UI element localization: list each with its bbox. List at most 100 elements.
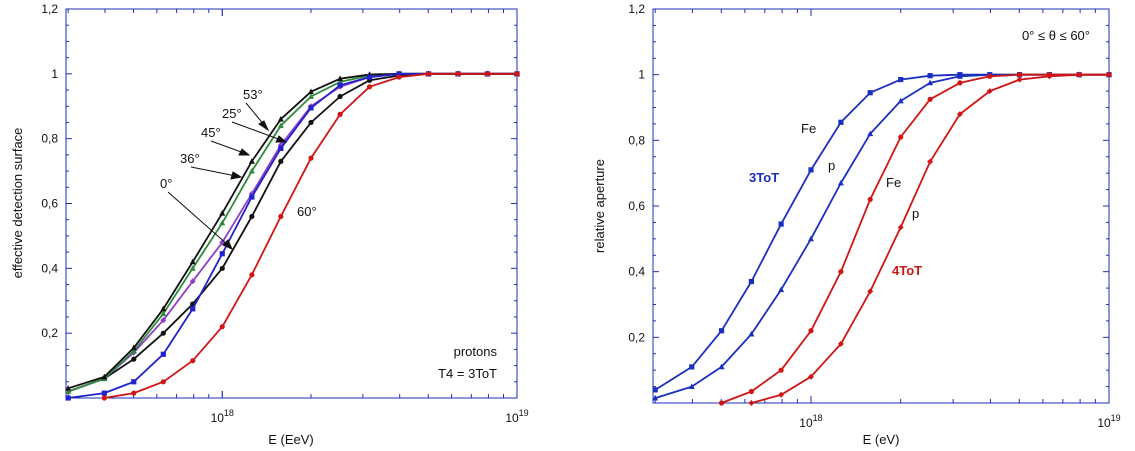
pointer-36 [190, 166, 237, 177]
series-label-4tot-p: p [912, 206, 919, 221]
data-point [219, 324, 225, 330]
data-point [807, 373, 814, 380]
data-point [308, 155, 314, 161]
data-point [718, 328, 725, 334]
series-label-36: 36° [180, 151, 200, 166]
x-tick-label: 1019 [505, 408, 528, 425]
data-point [652, 394, 659, 401]
pointer-45 [210, 140, 245, 154]
data-point [778, 391, 785, 398]
data-point [249, 194, 255, 200]
data-point [455, 71, 461, 77]
data-point [189, 265, 196, 271]
data-point [867, 90, 873, 96]
data-point [131, 356, 137, 362]
data-point [897, 97, 904, 104]
data-point [898, 76, 904, 83]
data-point [1016, 76, 1023, 83]
data-point [867, 196, 873, 203]
y-tick-label: 0,2 [41, 326, 58, 340]
data-point [219, 265, 225, 271]
data-point [1046, 73, 1053, 80]
arrowhead-icon [275, 135, 288, 143]
data-point [219, 210, 226, 216]
data-point [219, 251, 225, 257]
data-point [366, 74, 373, 80]
data-point [277, 116, 284, 122]
data-point [837, 179, 844, 186]
data-point [277, 122, 284, 129]
data-point [957, 80, 963, 86]
data-point [190, 358, 196, 364]
data-point [337, 111, 343, 117]
y-tick-label: 1,2 [41, 2, 58, 16]
data-point [748, 278, 755, 285]
data-point [219, 219, 226, 226]
data-point [337, 75, 344, 82]
data-point [278, 145, 284, 151]
data-point [249, 213, 255, 220]
data-point [307, 93, 314, 99]
data-point [101, 395, 107, 401]
series-label-60: 60° [297, 204, 317, 219]
data-point [160, 330, 166, 336]
data-point [307, 88, 314, 95]
data-point [718, 400, 725, 406]
data-point [652, 387, 658, 393]
data-point [248, 167, 255, 174]
data-point [101, 390, 107, 396]
y-axis-label: relative aperture [592, 159, 607, 253]
data-point [130, 344, 137, 351]
data-point [1106, 71, 1112, 78]
data-point [131, 390, 137, 396]
data-point [807, 235, 814, 242]
pointer-0 [167, 191, 229, 246]
data-point [160, 305, 167, 312]
data-point [101, 373, 108, 380]
data-point [514, 71, 520, 77]
series-label-53: 53° [243, 87, 263, 102]
plot-frame [65, 8, 518, 399]
data-point [189, 278, 196, 285]
data-point [778, 221, 784, 227]
series-label-4tot-fe: Fe [886, 175, 901, 190]
data-point [278, 158, 284, 164]
data-point [778, 286, 785, 293]
data-point [837, 340, 844, 347]
data-point [337, 82, 343, 88]
series-line-4tot-fe [721, 73, 1109, 404]
data-point [748, 400, 755, 406]
arrowhead-icon [258, 120, 270, 132]
series-line-3tot-p [654, 73, 1109, 399]
pointer-25 [231, 121, 282, 141]
series-line-25- [67, 72, 517, 390]
annotation-trigger: T4 = 3ToT [438, 366, 497, 381]
y-tick-label: 0,4 [628, 265, 645, 279]
data-point [688, 383, 695, 389]
series-line-45- [67, 72, 517, 393]
data-point [808, 328, 814, 334]
data-point [396, 74, 402, 80]
data-point [337, 93, 343, 100]
data-point [131, 379, 137, 385]
series-line-0- [67, 72, 517, 393]
data-point [718, 363, 725, 370]
data-point [927, 73, 933, 79]
data-point [308, 105, 314, 111]
x-axis-label: E (EeV) [268, 432, 314, 447]
y-axis-label: effective detection surface [10, 128, 25, 279]
data-point [160, 379, 166, 385]
y-tick-label: 0,4 [41, 261, 58, 275]
series-label-25: 25° [222, 106, 242, 121]
data-point [189, 258, 196, 265]
data-point [956, 111, 963, 118]
data-point [838, 119, 844, 125]
data-point [808, 167, 814, 173]
data-point [278, 213, 284, 220]
relative-aperture-chart: 0,2 0,4 0,6 0,8 1 1,2 1018 1019 0° ≤ θ ≤ 60° Fe… [592, 2, 1121, 447]
annotation-protons: protons [454, 344, 498, 359]
data-point [897, 224, 904, 231]
data-point [65, 388, 72, 394]
group-label-4tot: 4ToT [892, 263, 922, 278]
